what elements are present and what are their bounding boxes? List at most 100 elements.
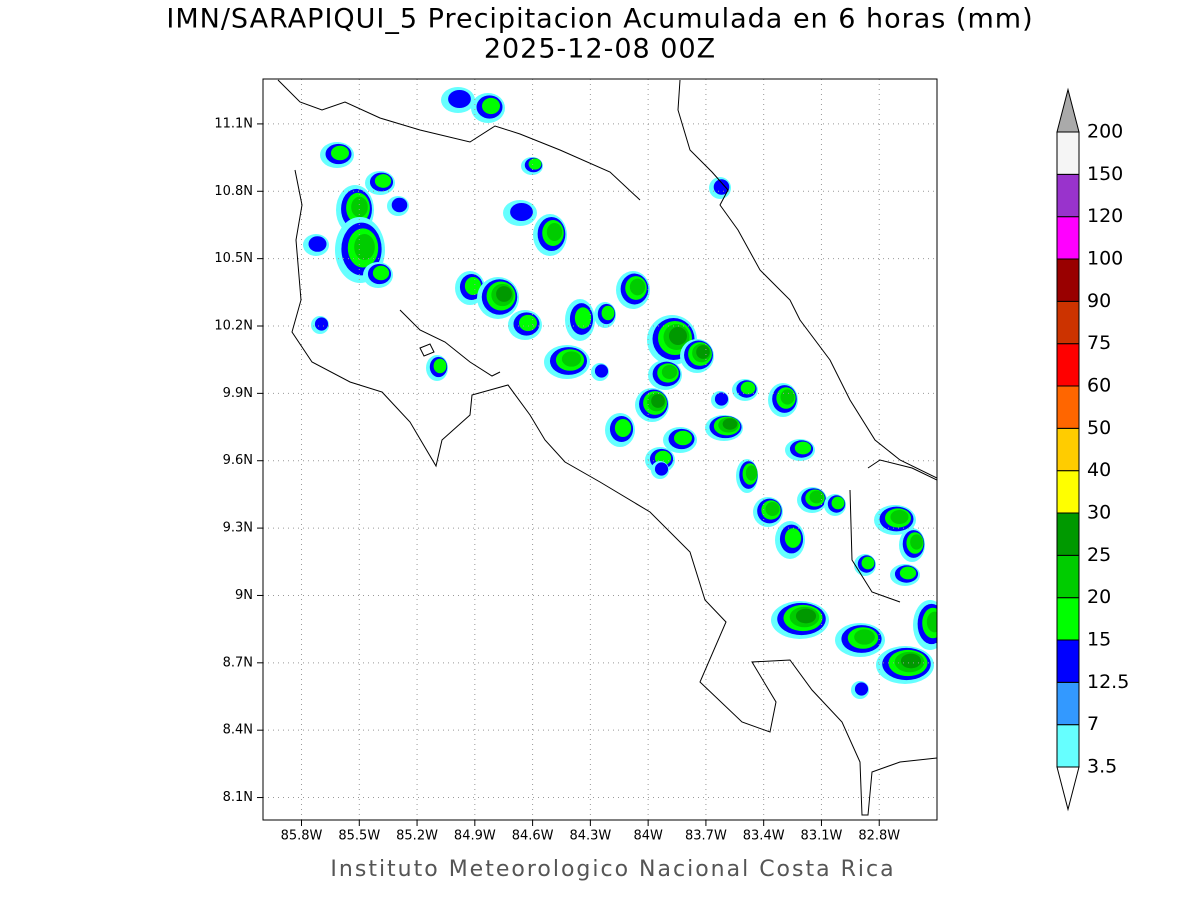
precip-contour — [669, 327, 687, 345]
island — [419, 343, 435, 357]
x-tick-label: 84.6W — [512, 829, 554, 844]
grid: 85.8W 85.5W 85.2W 84.9W 84.6W 84.3W 84W 83.7W 83… — [214, 79, 937, 844]
colorbar-box — [1056, 131, 1080, 175]
colorbar-box — [1056, 427, 1080, 472]
precip-contour — [391, 197, 408, 213]
precip-contour — [482, 97, 500, 115]
x-tick-label: 83.4W — [743, 829, 785, 844]
precip-contour — [861, 556, 875, 570]
precip-contour — [890, 510, 909, 524]
y-tick-label: 8.4N — [223, 723, 253, 738]
colorbar-box — [1056, 639, 1080, 683]
precip-contour — [654, 462, 669, 476]
title: IMN/SARAPIQUI_5 Precipitacion Acumulada … — [166, 4, 1033, 35]
precip-contour — [354, 234, 375, 260]
colorbar-box — [1056, 554, 1080, 599]
colorbar-box — [1056, 216, 1080, 260]
precip-contour — [372, 265, 390, 281]
colorbar-label: 150 — [1087, 163, 1123, 185]
precip-contour — [510, 203, 533, 221]
x-tick-label: 84.3W — [569, 829, 611, 844]
x-tick-label: 82.8W — [858, 829, 900, 844]
border — [867, 459, 937, 481]
precip-contour — [629, 278, 646, 296]
coastline — [399, 309, 501, 377]
precip-contour — [561, 351, 582, 367]
precip-contour — [714, 392, 729, 406]
y-tick-label: 9N — [235, 588, 253, 603]
colorbar-label: 40 — [1087, 459, 1111, 481]
colorbar-box — [1056, 385, 1080, 429]
precip-contour — [713, 179, 730, 195]
colorbar-label: 90 — [1087, 290, 1111, 312]
colorbar-box — [1056, 724, 1080, 768]
precip-contour — [601, 305, 615, 321]
colorbar-box — [1056, 470, 1080, 514]
precip-contour — [722, 418, 738, 430]
precip-contour — [740, 381, 756, 395]
colorbar-over — [1056, 87, 1080, 133]
x-tick-label: 84.9W — [454, 829, 496, 844]
footer: Instituto Meteorologico Nacional Costa R… — [330, 857, 895, 882]
precip-contour — [331, 145, 349, 161]
coastline — [277, 79, 641, 201]
y-tick-label: 8.1N — [223, 790, 253, 805]
colorbar-under — [1056, 766, 1080, 812]
coastline — [291, 169, 937, 816]
precip-contour — [374, 174, 392, 188]
y-tick-label: 9.3N — [223, 521, 253, 536]
y-tick-label: 8.7N — [223, 655, 253, 670]
precip-contour — [794, 441, 812, 455]
precip-contour — [433, 358, 447, 374]
precip-contour — [351, 196, 368, 218]
precip-contour — [308, 236, 327, 252]
colorbar-label: 75 — [1087, 332, 1111, 354]
colorbar-box — [1056, 173, 1080, 218]
x-tick-label: 83.7W — [685, 829, 727, 844]
precip-contour — [745, 465, 758, 481]
x-tick-label: 83.1W — [801, 829, 843, 844]
precip-contour — [314, 317, 329, 331]
precip-contour — [784, 528, 802, 548]
colorbar-label: 15 — [1087, 629, 1111, 651]
colorbar-box — [1056, 258, 1080, 302]
x-tick-label: 85.2W — [396, 829, 438, 844]
colorbar-label: 200 — [1087, 121, 1123, 143]
colorbar-box — [1056, 597, 1080, 641]
colorbar-label: 30 — [1087, 502, 1111, 524]
precip-contour — [831, 496, 845, 510]
precip-contour — [614, 419, 632, 437]
precip-contour — [765, 502, 780, 516]
precip-contour — [546, 223, 563, 241]
colorbar-label: 25 — [1087, 544, 1111, 566]
colorbar-box — [1056, 512, 1080, 556]
precipitation-field — [303, 87, 937, 699]
precip-contour — [900, 653, 922, 669]
precip-contour — [809, 490, 824, 504]
precip-contour — [661, 365, 678, 379]
y-tick-label: 10.5N — [214, 251, 253, 266]
precip-contour — [780, 389, 795, 405]
precip-contour — [519, 314, 537, 332]
y-tick-label: 9.9N — [223, 386, 253, 401]
precip-contour — [910, 534, 923, 550]
colorbar-box — [1056, 343, 1080, 387]
colorbar-box — [1056, 300, 1080, 345]
colorbar-label: 20 — [1087, 586, 1111, 608]
subtitle: 2025-12-08 00Z — [484, 34, 716, 65]
precip-contour — [651, 394, 665, 408]
colorbar-label: 120 — [1087, 205, 1123, 227]
precip-contour — [574, 307, 592, 329]
map-frame — [262, 78, 938, 821]
precip-contour — [528, 158, 542, 170]
precip-contour — [464, 277, 482, 295]
precip-contour — [795, 608, 817, 624]
y-tick-label: 11.1N — [214, 116, 253, 131]
colorbar-label: 7 — [1087, 713, 1099, 735]
precip-contour — [696, 345, 710, 359]
x-tick-label: 85.5W — [338, 829, 380, 844]
colorbar-box — [1056, 681, 1080, 726]
precip-contour — [448, 90, 471, 108]
precip-contour — [854, 629, 875, 645]
